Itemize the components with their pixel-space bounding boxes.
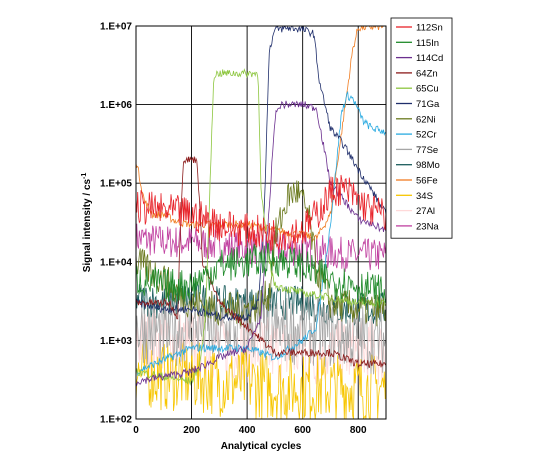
legend: 112Sn 115In 114Cd 64Zn 65Cu 71Ga 62Ni 52Cr 77Se 9… <box>390 17 453 239</box>
legend-label: 56Fe <box>416 176 438 187</box>
series-line-115In <box>136 242 386 309</box>
y-tick-label: 1.E+04 <box>100 257 132 268</box>
legend-label: 115In <box>416 38 439 49</box>
legend-label: 34S <box>416 191 433 202</box>
y-axis-label: Signal intensity / cs-1 <box>81 173 93 273</box>
legend-label: 27Al <box>416 206 435 217</box>
x-tick-label: 0 <box>133 425 139 436</box>
series-line-34S <box>136 339 386 419</box>
legend-label: 65Cu <box>416 84 439 95</box>
series-line-56Fe <box>136 26 386 242</box>
legend-label: 112Sn <box>416 23 443 34</box>
legend-label: 64Zn <box>416 68 438 79</box>
x-tick-label: 200 <box>183 425 200 436</box>
y-axis: 1.E+02 1.E+03 1.E+04 1.E+05 1.E+06 1.E+07 <box>100 22 132 426</box>
legend-label: 98Mo <box>416 160 440 171</box>
y-tick-label: 1.E+05 <box>100 179 132 190</box>
legend-label: 114Cd <box>416 53 443 64</box>
legend-label: 62Ni <box>416 114 436 125</box>
series-line-112Sn <box>136 174 386 251</box>
series-line-52Cr <box>136 90 386 377</box>
series-line-64Zn <box>136 156 386 369</box>
series-layer <box>136 26 386 419</box>
y-tick-label: 1.E+06 <box>100 100 132 111</box>
legend-label: 77Se <box>416 145 438 156</box>
x-axis-label: Analytical cycles <box>221 441 302 452</box>
x-tick-label: 800 <box>350 425 367 436</box>
legend-box <box>390 17 453 239</box>
y-tick-label: 1.E+03 <box>100 336 132 347</box>
y-tick-label: 1.E+07 <box>100 22 132 33</box>
legend-label: 71Ga <box>416 99 440 110</box>
x-axis: 0 200 400 600 800 <box>133 425 367 436</box>
x-tick-label: 600 <box>294 425 311 436</box>
legend-label: 23Na <box>416 221 439 232</box>
y-tick-label: 1.E+02 <box>100 415 132 426</box>
series-line-114Cd <box>136 100 386 387</box>
legend-label: 52Cr <box>416 130 437 141</box>
plot-frame <box>135 25 387 420</box>
series-line-65Cu <box>136 68 386 386</box>
x-tick-label: 400 <box>239 425 256 436</box>
